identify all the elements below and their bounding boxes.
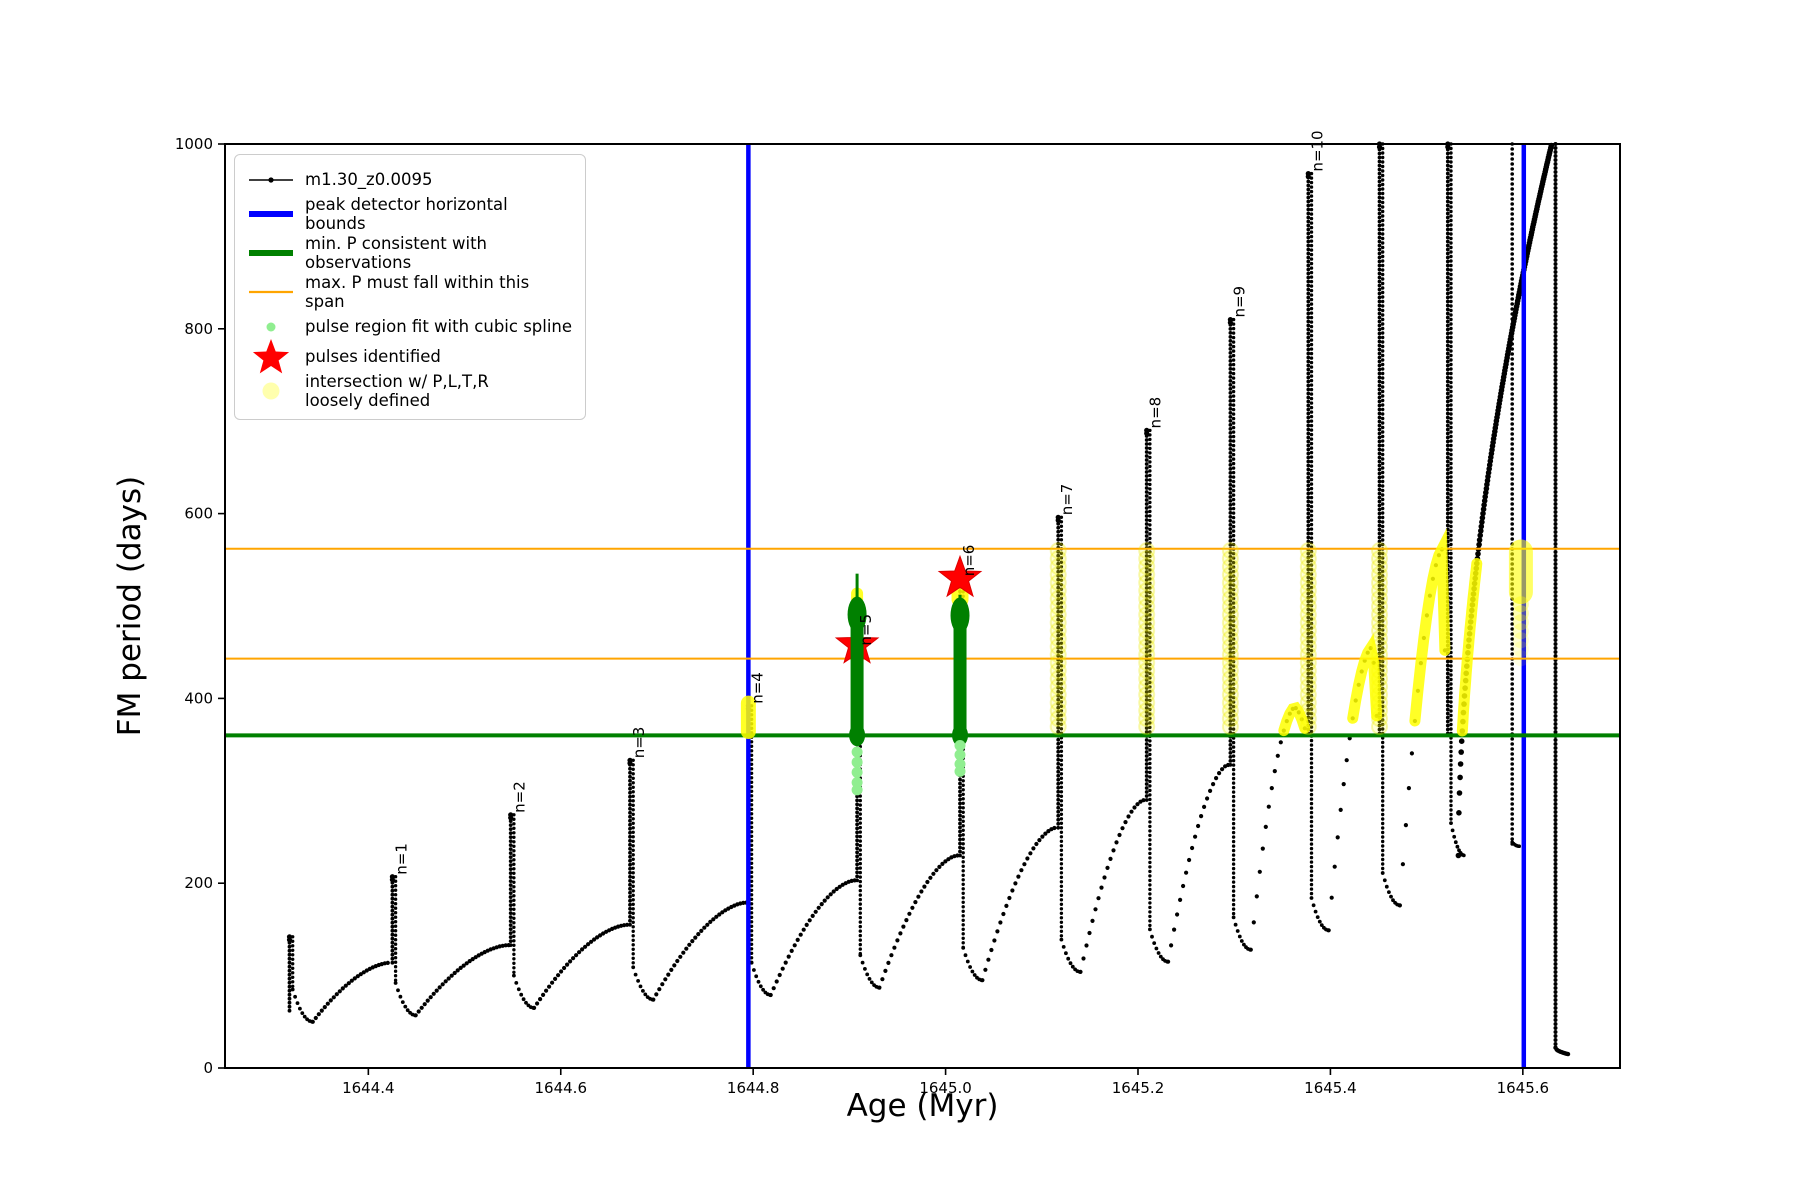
x-tick-label: 1645.0 [919, 1079, 972, 1097]
pulse-stars [937, 554, 983, 598]
pulse-label-n10: n=10 [1308, 130, 1326, 171]
axes-spines [224, 143, 1621, 1069]
line-dot-legend-marker-icon [249, 177, 293, 183]
legend-entry-label: min. P consistent with observations [305, 233, 487, 273]
pulse-label-n7: n=7 [1058, 484, 1076, 516]
x-tick-label: 1644.8 [727, 1079, 780, 1097]
pulse-label-n9: n=9 [1230, 286, 1248, 318]
x-tick-label: 1645.6 [1497, 1079, 1550, 1097]
star-legend-marker-icon [252, 338, 290, 374]
legend-entry-0: m1.30_z0.0095 [245, 165, 573, 195]
pulse-label-n1: n=1 [392, 843, 410, 875]
legend-entry-label: peak detector horizontal bounds [305, 195, 508, 234]
spline-bar-0 [850, 600, 864, 738]
legend-entry-label: pulse region fit with cubic spline [305, 317, 573, 337]
x-axis-label: Age (Myr) [846, 1088, 999, 1124]
legend-entry-6: intersection w/ P,L,T,R loosely defined [245, 372, 573, 411]
y-tick-label: 0 [203, 1059, 213, 1077]
axes-frame: 1644.4 1644.6 1644.8 1645.0 1645.2 1645.4 1645… [175, 135, 1621, 1097]
legend-entry-label: max. P must fall within this span [305, 272, 530, 312]
pulse-star-n6 [937, 554, 983, 598]
yellow-arch [1278, 701, 1311, 737]
pulse-label-n2: n=2 [511, 781, 529, 813]
spline-bar-foot-0 [849, 724, 866, 747]
thick-line-legend-marker-icon [249, 250, 293, 257]
y-tick-label: 200 [184, 874, 213, 892]
dot-large-legend-marker-icon [262, 382, 280, 400]
thick-line-legend-marker-icon [249, 211, 293, 218]
peak-detector-bounds-lines [746, 144, 1527, 1068]
legend-entry-1: peak detector horizontal bounds [245, 195, 573, 234]
period-bound-lines [225, 547, 1620, 738]
legend-entry-label: pulses identified [305, 347, 441, 367]
legend-marker [245, 376, 297, 406]
y-tick-label: 800 [184, 320, 213, 338]
spline-bar-foot-1 [952, 724, 969, 747]
x-tick-label: 1645.2 [1112, 1079, 1165, 1097]
cubic-spline-fit-bars [847, 573, 970, 796]
y-tick-label: 600 [184, 505, 213, 523]
legend-marker [245, 312, 297, 342]
x-tick-label: 1644.4 [342, 1079, 395, 1097]
legend-entry-label: m1.30_z0.0095 [305, 170, 433, 190]
legend-marker [245, 199, 297, 229]
y-axis-label: FM period (days) [112, 475, 148, 737]
legend-marker [245, 338, 297, 374]
x-tick-label: 1644.6 [535, 1079, 588, 1097]
dot-small-legend-marker-icon [266, 322, 276, 332]
pulse-label-n5: n=5 [857, 614, 875, 646]
yellow-rise-segment [1456, 558, 1483, 737]
pulse-label-n4: n=4 [748, 672, 766, 704]
legend-entry-2: min. P consistent with observations [245, 234, 573, 273]
legend-entry-3: max. P must fall within this span [245, 273, 573, 312]
legend-marker [245, 238, 297, 268]
pulse-label-n8: n=8 [1147, 397, 1165, 429]
pulse-label-n3: n=3 [630, 727, 648, 759]
yellow-arch [1409, 528, 1451, 727]
line-legend-marker-icon [249, 291, 293, 294]
spline-bar-1 [953, 601, 967, 738]
pulse-label-n6: n=6 [960, 545, 978, 577]
pulse-number-labels: n=1 n=2 n=3 n=4 n=5 n=6 n=7 n=8 n=9 n=10 [392, 130, 1326, 874]
legend-entry-label: intersection w/ P,L,T,R loosely defined [305, 371, 489, 411]
y-tick-label: 1000 [175, 135, 213, 153]
legend-entry-4: pulse region fit with cubic spline [245, 312, 573, 342]
legend-marker [245, 277, 297, 307]
right-blob [1508, 539, 1533, 605]
x-tick-label: 1645.4 [1304, 1079, 1357, 1097]
legend-entry-5: pulses identified [245, 338, 573, 374]
y-tick-label: 400 [184, 689, 213, 707]
yellow-arch [1347, 633, 1383, 724]
legend-marker [245, 165, 297, 195]
n4-blob [740, 695, 756, 740]
